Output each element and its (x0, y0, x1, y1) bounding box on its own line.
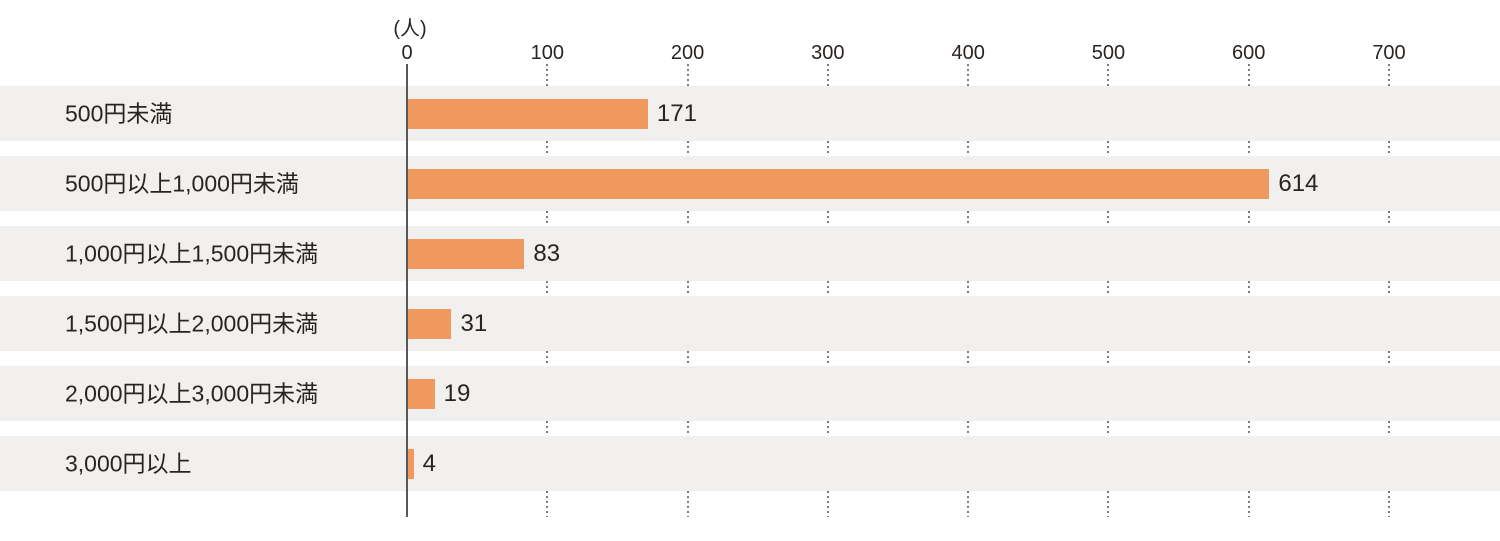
dotted-gridline (686, 281, 689, 296)
dotted-gridline (967, 211, 970, 226)
bar (408, 168, 1270, 199)
dotted-gridline (826, 141, 829, 156)
bar (408, 98, 648, 129)
dotted-gridline (686, 421, 689, 436)
y-axis-line (406, 64, 408, 517)
dotted-gridline (967, 64, 970, 86)
table-row: 500円未満 (0, 86, 1500, 141)
value-label: 614 (1278, 169, 1319, 197)
dotted-gridline (1247, 141, 1250, 156)
table-row: 1,000円以上1,500円未満 (0, 226, 1500, 281)
dotted-gridline (826, 211, 829, 226)
dotted-gridline (1107, 491, 1110, 517)
dotted-gridline (546, 491, 549, 517)
bar (408, 308, 452, 339)
dotted-gridline (546, 211, 549, 226)
value-label: 4 (422, 449, 436, 477)
dotted-gridline (1107, 211, 1110, 226)
dotted-gridline (826, 491, 829, 517)
x-axis-tick-label: 700 (1372, 42, 1406, 64)
dotted-gridline (1107, 141, 1110, 156)
dotted-gridline (686, 351, 689, 366)
category-label: 1,000円以上1,500円未満 (65, 240, 319, 266)
dotted-gridline (1247, 421, 1250, 436)
value-label: 171 (656, 99, 697, 127)
dotted-gridline (1388, 351, 1390, 366)
dotted-gridline (826, 281, 829, 296)
dotted-gridline (826, 421, 829, 436)
x-axis-tick-label: 400 (951, 42, 985, 64)
dotted-gridline (826, 64, 829, 86)
dotted-gridline (1247, 281, 1250, 296)
dotted-gridline (1247, 64, 1250, 86)
dotted-gridline (1107, 64, 1110, 86)
x-axis-tick-label: 500 (1091, 42, 1126, 64)
x-axis-tick-label: 300 (811, 42, 845, 64)
dotted-gridline (546, 281, 549, 296)
dotted-gridline (967, 421, 970, 436)
dotted-gridline (967, 351, 970, 366)
table-row: 2,000円以上3,000円未満 (0, 366, 1500, 421)
dotted-gridline (546, 141, 549, 156)
dotted-gridline (1107, 421, 1110, 436)
dotted-gridline (1388, 141, 1390, 156)
category-label: 500円以上1,000円未満 (65, 170, 299, 196)
dotted-gridline (546, 351, 549, 366)
table-row: 1,500円以上2,000円未満 (0, 296, 1500, 351)
dotted-gridline (686, 64, 689, 86)
dotted-gridline (546, 421, 549, 436)
dotted-gridline (1388, 211, 1390, 226)
dotted-gridline (1388, 491, 1390, 517)
table-row: 3,000円以上 (0, 436, 1500, 491)
dotted-gridline (1388, 421, 1390, 436)
dotted-gridline (546, 64, 549, 86)
category-label: 3,000円以上 (65, 450, 192, 476)
value-label: 83 (533, 239, 561, 267)
dotted-gridline (1107, 351, 1110, 366)
dotted-gridline (826, 351, 829, 366)
category-label: 500円未満 (65, 100, 173, 126)
dotted-gridline (967, 141, 970, 156)
dotted-gridline (1388, 64, 1390, 86)
axis-unit-label: (人) (393, 18, 427, 40)
bar (408, 238, 525, 269)
x-axis-tick-label: 100 (530, 42, 564, 64)
dotted-gridline (686, 141, 689, 156)
x-axis-tick-label: 0 (401, 42, 413, 64)
dotted-gridline (1247, 491, 1250, 517)
value-label: 31 (460, 309, 488, 337)
bar (408, 448, 414, 479)
dotted-gridline (686, 211, 689, 226)
dotted-gridline (1247, 211, 1250, 226)
bar (408, 378, 435, 409)
category-label: 1,500円以上2,000円未満 (65, 310, 319, 336)
category-label: 2,000円以上3,000円未満 (65, 380, 319, 406)
value-label: 19 (443, 379, 471, 407)
dotted-gridline (1107, 281, 1110, 296)
dotted-gridline (1247, 351, 1250, 366)
x-axis-tick-label: 600 (1232, 42, 1266, 64)
dotted-gridline (967, 491, 970, 517)
x-axis-tick-label: 200 (670, 42, 705, 64)
dotted-gridline (967, 281, 970, 296)
dotted-gridline (1388, 281, 1390, 296)
dotted-gridline (686, 491, 689, 517)
